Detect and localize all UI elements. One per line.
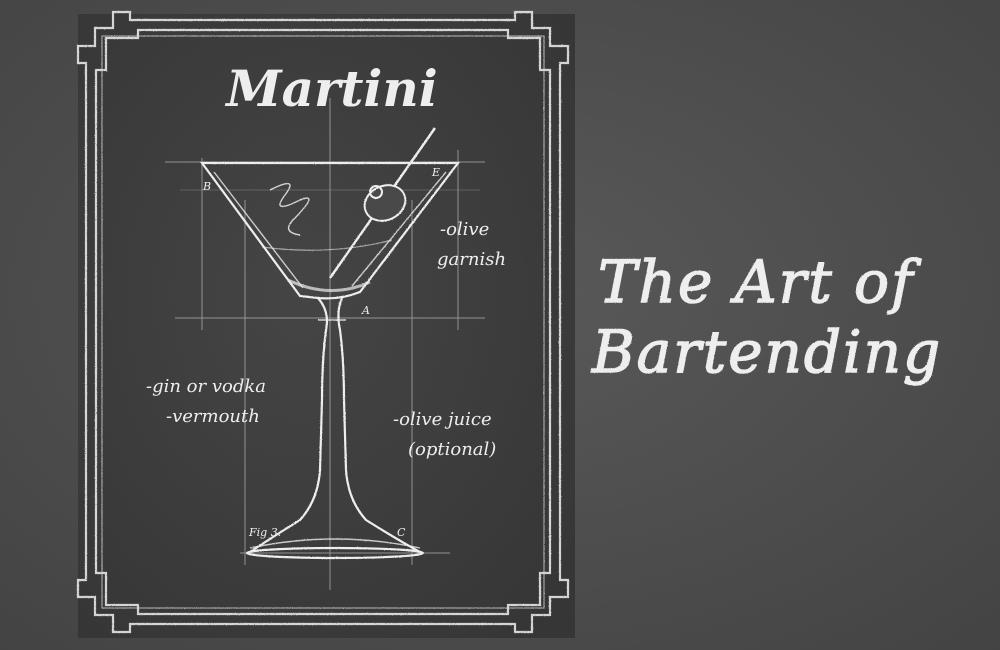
note-garnish: garnish — [437, 249, 506, 270]
point-label-e: E — [431, 166, 440, 179]
martini-glass-sketch — [199, 161, 461, 560]
point-label-b: B — [202, 180, 211, 193]
note-olive: -olive — [440, 219, 489, 240]
headline-line-1: The Art of — [598, 248, 922, 316]
poster-frame — [76, 10, 570, 634]
martini-poster: Martini — [76, 10, 575, 638]
note-vermouth: -vermouth — [166, 406, 260, 427]
headline-line-2: Bartending — [591, 318, 942, 386]
headline: The Art of Bartending — [590, 247, 942, 386]
point-label-c: C — [397, 526, 406, 539]
figure-label: Fig 3. — [248, 526, 281, 539]
olive-garnish-sketch — [269, 127, 436, 279]
note-optional: (optional) — [408, 439, 496, 460]
note-spirit: -gin or vodka — [146, 376, 266, 397]
point-label-a: A — [361, 304, 370, 317]
note-olive-juice: -olive juice — [393, 409, 492, 430]
poster-title: Martini — [224, 59, 438, 118]
